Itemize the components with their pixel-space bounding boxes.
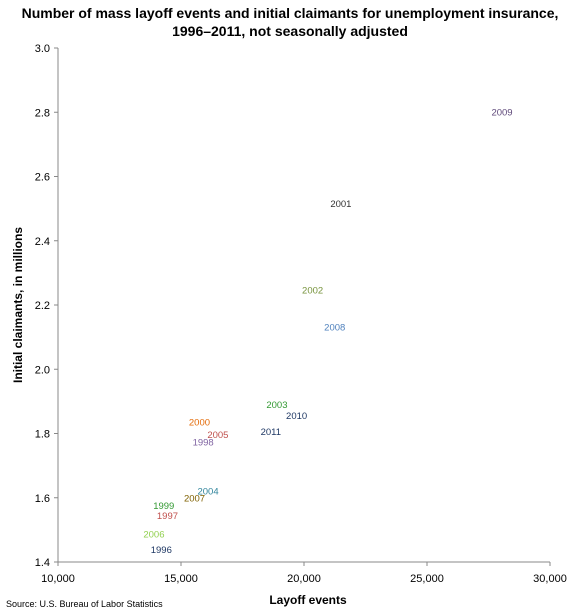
- data-point-label-2004: 2004: [197, 486, 218, 497]
- y-tick-label: 1.8: [35, 429, 50, 441]
- data-point-label-2006: 2006: [143, 530, 164, 541]
- data-point-label-2010: 2010: [286, 411, 307, 422]
- source-note: Source: U.S. Bureau of Labor Statistics: [6, 599, 163, 609]
- y-tick-label: 2.4: [35, 236, 50, 248]
- data-point-label-2002: 2002: [302, 286, 323, 297]
- data-point-label-2003: 2003: [266, 400, 287, 411]
- data-point-label-2001: 2001: [330, 199, 351, 210]
- data-point-label-2011: 2011: [261, 427, 281, 438]
- data-point-label-1999: 1999: [153, 501, 174, 512]
- x-axis-title: Layoff events: [269, 593, 347, 607]
- data-point-label-2009: 2009: [491, 107, 512, 118]
- chart-points: 1996 1997 1998 1999 2000 2001 2002 2003 2004 2005…: [143, 107, 512, 556]
- y-tick-label: 2.8: [35, 107, 50, 119]
- y-tick-label: 3.0: [35, 43, 50, 55]
- y-axis-title: Initial claimants, in millions: [11, 227, 25, 383]
- data-point-label-2000: 2000: [189, 417, 210, 428]
- chart-title: Number of mass layoff events and initial…: [0, 4, 580, 40]
- chart-title-line-1: Number of mass layoff events and initial…: [21, 5, 559, 21]
- chart-axes: [57, 48, 550, 563]
- x-tick-label: 10,000: [41, 573, 75, 585]
- data-point-label-2008: 2008: [324, 322, 345, 333]
- y-tick-label: 2.6: [35, 172, 50, 184]
- y-tick-label: 1.6: [35, 493, 50, 505]
- chart-ticks: 1.4 1.6 1.8 2.0 2.2 2.4 2.6 2.8 3.0 10,000 15,000 2…: [35, 43, 567, 585]
- data-point-label-1998: 1998: [193, 437, 214, 448]
- y-tick-label: 2.2: [35, 300, 50, 312]
- chart-title-line-2: 1996–2011, not seasonally adjusted: [172, 23, 408, 39]
- data-point-label-2007: 2007: [184, 493, 205, 504]
- data-point-label-1996: 1996: [151, 545, 172, 556]
- y-tick-label: 2.0: [35, 364, 50, 376]
- data-point-label-2005: 2005: [207, 430, 228, 441]
- x-tick-label: 25,000: [410, 573, 444, 585]
- x-tick-label: 30,000: [533, 573, 567, 585]
- x-tick-label: 15,000: [164, 573, 198, 585]
- x-tick-label: 20,000: [287, 573, 321, 585]
- data-point-label-1997: 1997: [157, 511, 178, 522]
- y-tick-label: 1.4: [35, 557, 50, 569]
